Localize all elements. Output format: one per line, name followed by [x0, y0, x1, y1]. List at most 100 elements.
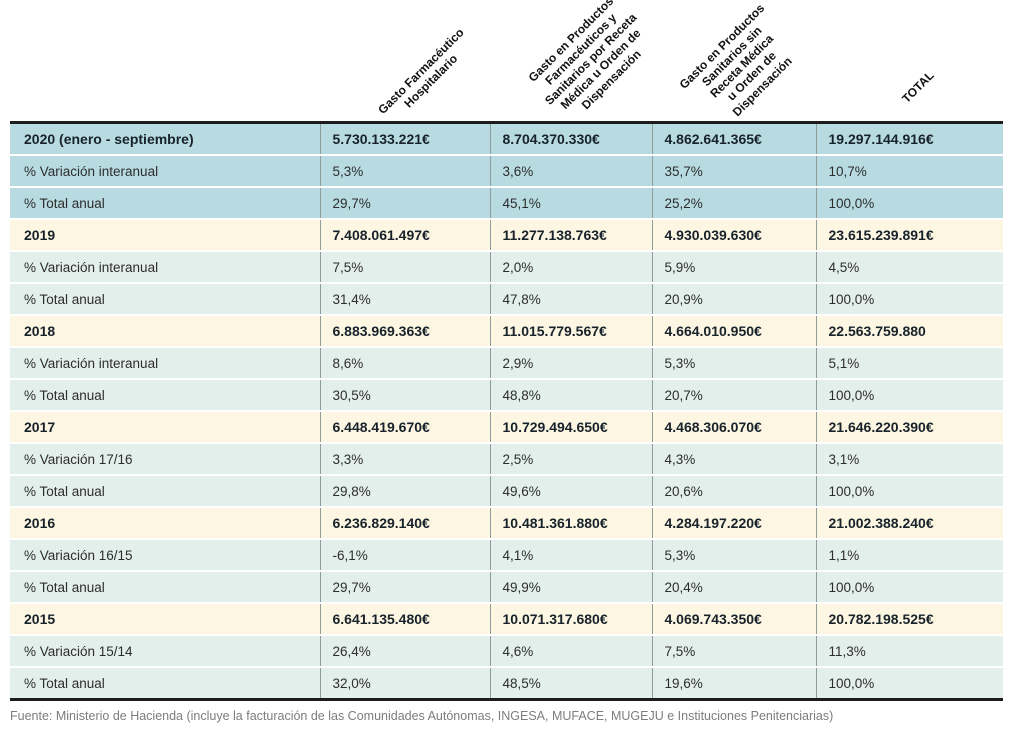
cell: 32,0%: [319, 667, 490, 700]
table-row-2016: 2016 6.236.829.140€ 10.481.361.880€ 4.28…: [10, 507, 1003, 540]
row-label: % Total anual: [10, 283, 320, 316]
cell: 20,7%: [651, 379, 816, 412]
cell: 20,6%: [651, 475, 816, 508]
cell: 4.664.010.950€: [651, 315, 816, 348]
cell: 8.704.370.330€: [489, 122, 652, 156]
cell: 10.071.317.680€: [489, 603, 652, 636]
cell: 6.883.969.363€: [319, 315, 490, 348]
cell: 100,0%: [815, 571, 1003, 604]
cell: 11.277.138.763€: [489, 219, 652, 252]
cell: 5.730.133.221€: [319, 122, 490, 156]
row-label: % Total anual: [10, 379, 320, 412]
cell: 5,3%: [651, 539, 816, 572]
cell: 10.481.361.880€: [489, 507, 652, 540]
cell: 35,7%: [651, 155, 816, 188]
table-row-2019-total-anual: % Total anual 31,4% 47,8% 20,9% 100,0%: [10, 283, 1003, 316]
row-label: % Variación 15/14: [10, 635, 320, 668]
cell: 47,8%: [489, 283, 652, 316]
cell: 22.563.759.880: [815, 315, 1003, 348]
table-row-2017-variacion: % Variación 17/16 3,3% 2,5% 4,3% 3,1%: [10, 443, 1003, 476]
cell: 30,5%: [319, 379, 490, 412]
table-row-2015-variacion: % Variación 15/14 26,4% 4,6% 7,5% 11,3%: [10, 635, 1003, 668]
row-label: % Variación 16/15: [10, 539, 320, 572]
cell: 2,5%: [489, 443, 652, 476]
table-row-2017: 2017 6.448.419.670€ 10.729.494.650€ 4.46…: [10, 411, 1003, 444]
cell: 45,1%: [489, 187, 652, 220]
cell: 4,5%: [815, 251, 1003, 284]
cell: 6.448.419.670€: [319, 411, 490, 444]
cell: 100,0%: [815, 475, 1003, 508]
cell: 21.646.220.390€: [815, 411, 1003, 444]
table-row-2020-total-anual: % Total anual 29,7% 45,1% 25,2% 100,0%: [10, 187, 1003, 220]
cell: 2,0%: [489, 251, 652, 284]
cell: 4.069.743.350€: [651, 603, 816, 636]
cell: 1,1%: [815, 539, 1003, 572]
row-label: % Variación 17/16: [10, 443, 320, 476]
column-header-gasto-productos-con-receta: Gasto en Productos Farmacéuticos y Sanit…: [525, 0, 644, 113]
cell: 11.015.779.567€: [489, 315, 652, 348]
cell: 4,6%: [489, 635, 652, 668]
cell: 26,4%: [319, 635, 490, 668]
source-note: Fuente: Ministerio de Hacienda (incluye …: [10, 709, 834, 723]
row-label: 2015: [10, 603, 320, 636]
row-label: % Total anual: [10, 667, 320, 700]
cell: 4.930.039.630€: [651, 219, 816, 252]
row-label: 2020 (enero - septiembre): [10, 122, 320, 156]
cell: 3,1%: [815, 443, 1003, 476]
table-row-2016-variacion: % Variación 16/15 -6,1% 4,1% 5,3% 1,1%: [10, 539, 1003, 572]
cell: 10,7%: [815, 155, 1003, 188]
cell: 100,0%: [815, 667, 1003, 700]
cell: -6,1%: [319, 539, 490, 572]
rotated-header-strip: Gasto Farmacéutico Hospitalario Gasto en…: [0, 0, 1024, 121]
table-row-2019: 2019 7.408.061.497€ 11.277.138.763€ 4.93…: [10, 219, 1003, 252]
cell: 5,9%: [651, 251, 816, 284]
cell: 2,9%: [489, 347, 652, 380]
table-row-2018: 2018 6.883.969.363€ 11.015.779.567€ 4.66…: [10, 315, 1003, 348]
cell: 20,4%: [651, 571, 816, 604]
table-row-2016-total-anual: % Total anual 29,7% 49,9% 20,4% 100,0%: [10, 571, 1003, 604]
table-row-2018-total-anual: % Total anual 30,5% 48,8% 20,7% 100,0%: [10, 379, 1003, 412]
cell: 29,7%: [319, 571, 490, 604]
cell: 20.782.198.525€: [815, 603, 1003, 636]
cell: 6.641.135.480€: [319, 603, 490, 636]
cell: 31,4%: [319, 283, 490, 316]
row-label: 2017: [10, 411, 320, 444]
cell: 7,5%: [319, 251, 490, 284]
row-label: 2018: [10, 315, 320, 348]
cell: 29,8%: [319, 475, 490, 508]
column-header-gasto-productos-sin-receta: Gasto en Productos Sanitarios sin Receta…: [676, 1, 795, 119]
table-row-2020: 2020 (enero - septiembre) 5.730.133.221€…: [10, 122, 1003, 156]
cell: 5,3%: [319, 155, 490, 188]
cell: 4,1%: [489, 539, 652, 572]
cell: 100,0%: [815, 283, 1003, 316]
cell: 29,7%: [319, 187, 490, 220]
column-header-total: TOTAL: [899, 68, 937, 106]
row-label: 2019: [10, 219, 320, 252]
column-header-gasto-farmaceutico-hospitalario: Gasto Farmacéutico Hospitalario: [375, 25, 467, 117]
cell: 7.408.061.497€: [319, 219, 490, 252]
cell: 20,9%: [651, 283, 816, 316]
cell: 4,3%: [651, 443, 816, 476]
cell: 4.284.197.220€: [651, 507, 816, 540]
cell: 21.002.388.240€: [815, 507, 1003, 540]
cell: 19,6%: [651, 667, 816, 700]
row-label: % Variación interanual: [10, 251, 320, 284]
cell: 8,6%: [319, 347, 490, 380]
cell: 7,5%: [651, 635, 816, 668]
cell: 19.297.144.916€: [815, 122, 1003, 156]
row-label: % Total anual: [10, 475, 320, 508]
cell: 49,9%: [489, 571, 652, 604]
cell: 25,2%: [651, 187, 816, 220]
row-label: % Total anual: [10, 187, 320, 220]
table-row-2015: 2015 6.641.135.480€ 10.071.317.680€ 4.06…: [10, 603, 1003, 636]
cell: 23.615.239.891€: [815, 219, 1003, 252]
table-row-2015-total-anual: % Total anual 32,0% 48,5% 19,6% 100,0%: [10, 667, 1003, 700]
row-label: % Variación interanual: [10, 155, 320, 188]
cell: 11,3%: [815, 635, 1003, 668]
cell: 10.729.494.650€: [489, 411, 652, 444]
row-label: % Total anual: [10, 571, 320, 604]
row-label: % Variación interanual: [10, 347, 320, 380]
cell: 48,5%: [489, 667, 652, 700]
table-row-2018-variacion: % Variación interanual 8,6% 2,9% 5,3% 5,…: [10, 347, 1003, 380]
